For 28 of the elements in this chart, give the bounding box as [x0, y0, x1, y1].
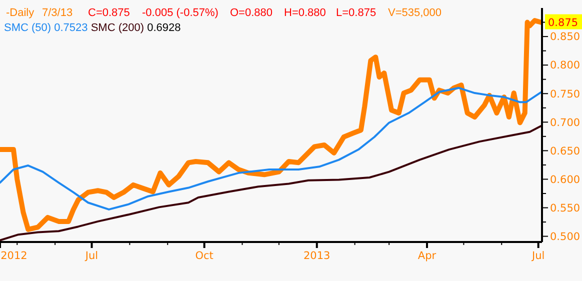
x-tick-label: Jul — [84, 250, 98, 262]
annotation: 0.7523 — [54, 22, 91, 34]
y-tick-label: 0.800 — [550, 60, 580, 72]
y-tick-label: 0.600 — [550, 174, 580, 186]
annotation: C=0.875 — [88, 7, 130, 19]
annotation: 7/3/13 — [42, 7, 73, 19]
x-tick-label: 2012 — [0, 250, 28, 262]
x-tick-label: Apr — [418, 250, 437, 262]
annotation: O=0.880 — [230, 7, 273, 19]
text: SMC (200) — [90, 22, 148, 34]
annotation: V=535,000 — [388, 7, 442, 19]
annotation: -0.005 (-0.57%) — [142, 7, 218, 19]
y-tick-label: 0.850 — [550, 31, 580, 44]
x-tick-label: Oct — [195, 250, 214, 262]
x-tick-label: Jul — [530, 250, 545, 262]
annotation: L=0.875 — [336, 7, 376, 19]
annotation: H=0.880 — [284, 7, 326, 19]
y-tick-label: 0.700 — [550, 116, 580, 129]
y-tick-label: 0.550 — [550, 202, 580, 214]
x-tick-label: 2013 — [304, 250, 330, 262]
text: SMC (50) — [4, 22, 54, 34]
line-series — [0, 86, 542, 210]
annotation: -Daily — [6, 7, 35, 19]
y-tick-label: 0.750 — [550, 88, 580, 100]
y-tick-label: 0.650 — [550, 145, 580, 158]
annotation: 0.875 — [548, 16, 578, 29]
y-tick-label: 0.500 — [550, 230, 580, 243]
annotation: 0.6928 — [147, 22, 181, 34]
